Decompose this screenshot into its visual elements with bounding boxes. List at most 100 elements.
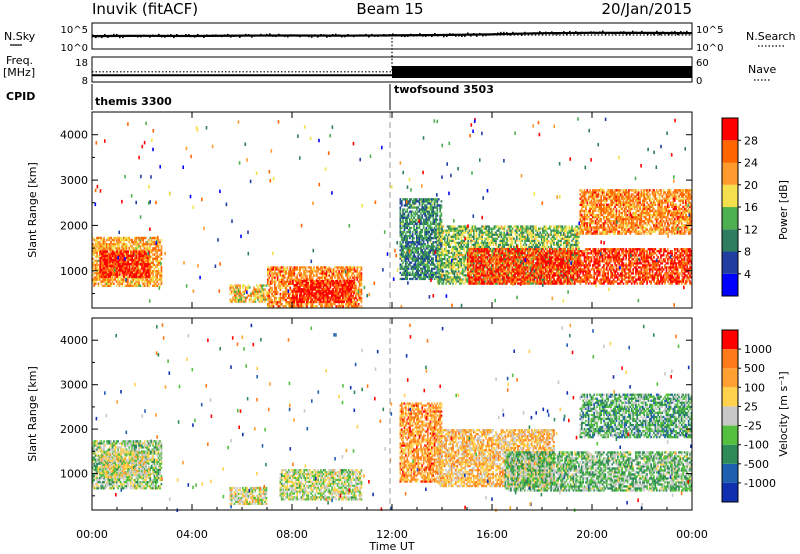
power-cell xyxy=(289,287,291,289)
power-cell xyxy=(411,213,413,215)
power-cell xyxy=(257,293,259,295)
power-cell xyxy=(264,297,266,299)
power-cell xyxy=(307,282,309,284)
nsky-point xyxy=(233,35,235,37)
power-cell xyxy=(119,259,121,261)
power-cell xyxy=(275,297,277,299)
power-cell xyxy=(467,242,469,244)
power-cell xyxy=(401,235,403,237)
nsky-point xyxy=(272,35,274,37)
nsky-point xyxy=(638,32,640,34)
power-cell xyxy=(420,233,422,235)
power-cell xyxy=(426,274,428,276)
power-cell xyxy=(428,262,430,264)
power-cell xyxy=(445,234,447,236)
power-cell xyxy=(305,272,307,274)
power-cell xyxy=(413,245,415,247)
power-cell xyxy=(332,284,334,286)
nsky-point xyxy=(215,34,217,36)
power-cell xyxy=(406,208,408,210)
power-cell xyxy=(127,250,129,252)
power-cell xyxy=(361,272,363,274)
power-cell xyxy=(406,221,408,223)
power-cell xyxy=(438,242,440,244)
power-cell xyxy=(450,244,452,246)
power-cell xyxy=(431,233,433,235)
power-cell xyxy=(467,240,469,242)
power-cell xyxy=(161,272,163,274)
power-cell xyxy=(462,272,464,274)
power-cell xyxy=(509,236,511,238)
nsky-point xyxy=(248,34,250,36)
nsky-point xyxy=(164,36,166,38)
power-cell xyxy=(128,241,130,243)
power-cell xyxy=(490,244,492,246)
power-cell xyxy=(292,280,294,282)
power-cell xyxy=(326,266,328,268)
nsky-point xyxy=(665,32,667,34)
power-cell xyxy=(284,277,286,279)
power-cell xyxy=(121,274,123,276)
power-cell xyxy=(149,245,151,247)
power-cell xyxy=(341,282,343,284)
power-cell xyxy=(461,252,463,254)
nsky-point xyxy=(686,31,688,33)
power-cell xyxy=(147,245,149,247)
power-cell xyxy=(230,288,232,290)
power-cell xyxy=(355,303,357,305)
power-cell xyxy=(267,281,269,283)
power-cell xyxy=(488,246,490,248)
power-cell xyxy=(296,274,298,276)
power-cell xyxy=(101,263,103,265)
power-cell xyxy=(342,305,344,307)
power-cell xyxy=(400,272,402,274)
power-cell xyxy=(406,239,408,241)
nsky-point xyxy=(209,35,211,37)
power-cell xyxy=(159,256,161,258)
power-cell xyxy=(419,202,421,204)
power-cell xyxy=(419,266,421,268)
nsky-point xyxy=(140,36,142,38)
power-cell xyxy=(401,223,403,225)
power-cell xyxy=(316,301,318,303)
power-cell xyxy=(455,244,457,246)
power-cell xyxy=(405,233,407,235)
power-cell xyxy=(430,255,432,257)
power-cell xyxy=(400,211,402,213)
power-cell xyxy=(348,274,350,276)
power-cell xyxy=(285,305,287,307)
nsky-point xyxy=(443,36,445,38)
power-cell xyxy=(479,234,481,236)
power-cell xyxy=(361,297,363,299)
power-cell xyxy=(112,250,114,252)
power-cell xyxy=(441,215,443,217)
power-cell xyxy=(154,241,156,243)
power-cell xyxy=(361,283,363,285)
power-cell xyxy=(109,276,111,278)
power-cell xyxy=(439,217,441,219)
power-cell xyxy=(294,303,296,305)
power-cell xyxy=(441,228,443,230)
power-cell xyxy=(443,232,445,234)
power-cell xyxy=(147,241,149,243)
power-cell xyxy=(470,246,472,248)
power-cell xyxy=(423,227,425,229)
power-cell xyxy=(402,221,404,223)
power-cell xyxy=(231,284,233,286)
power-cell xyxy=(411,198,413,200)
date-title: 20/Jan/2015 xyxy=(602,0,693,18)
power-cell xyxy=(458,232,460,234)
nsky-tick-top: 10^5 xyxy=(61,25,88,36)
power-cell xyxy=(448,238,450,240)
power-cell xyxy=(462,280,464,282)
nsky-point xyxy=(155,35,157,37)
power-cell xyxy=(420,221,422,223)
power-cell xyxy=(406,198,408,200)
power-cell xyxy=(488,230,490,232)
power-cell xyxy=(274,283,276,285)
power-cell xyxy=(438,272,440,274)
power-cell xyxy=(303,294,305,296)
power-cell xyxy=(415,255,417,257)
power-cell xyxy=(126,273,128,275)
power-cell xyxy=(152,272,154,274)
